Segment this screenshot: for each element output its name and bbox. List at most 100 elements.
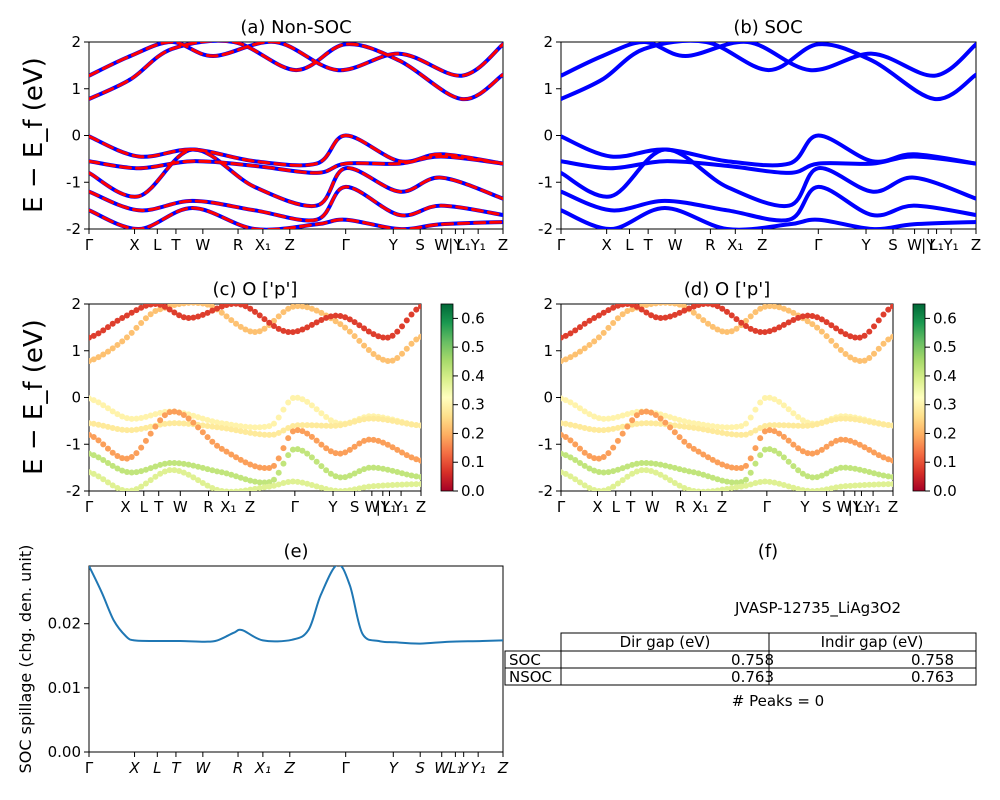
band-point bbox=[95, 421, 102, 428]
band-point bbox=[709, 488, 716, 491]
band-point bbox=[614, 480, 621, 487]
band-point bbox=[204, 417, 211, 424]
band-point bbox=[856, 358, 863, 365]
band-point bbox=[214, 468, 221, 475]
band-point bbox=[100, 476, 107, 483]
band-point bbox=[581, 449, 588, 456]
x-tick-label: L bbox=[612, 498, 621, 516]
band-point bbox=[705, 422, 712, 429]
band-point bbox=[572, 327, 579, 334]
band-point bbox=[204, 482, 211, 489]
band-point bbox=[95, 354, 102, 361]
band-point bbox=[361, 416, 368, 423]
band-point bbox=[776, 324, 783, 331]
band-point bbox=[733, 325, 740, 332]
band-point bbox=[572, 351, 579, 358]
band-point bbox=[610, 304, 617, 311]
band-point bbox=[403, 420, 410, 427]
band-point bbox=[323, 314, 330, 321]
band-point bbox=[332, 450, 339, 457]
band-line bbox=[89, 42, 503, 78]
band-point bbox=[157, 304, 164, 308]
x-tick-label: T bbox=[153, 498, 164, 516]
band-point bbox=[270, 482, 277, 489]
band-point bbox=[223, 313, 230, 320]
band-point bbox=[313, 307, 320, 314]
band-point bbox=[662, 474, 669, 481]
band-point bbox=[648, 409, 655, 416]
band-point bbox=[761, 478, 768, 485]
band-point bbox=[643, 467, 650, 474]
band-point bbox=[261, 423, 268, 430]
band-point bbox=[299, 304, 306, 310]
band-point bbox=[185, 461, 192, 468]
band-point bbox=[128, 309, 135, 316]
x-tick-label: X bbox=[602, 236, 612, 254]
band-point bbox=[733, 431, 740, 438]
band-point bbox=[280, 460, 287, 467]
band-point bbox=[166, 420, 173, 427]
band-point bbox=[662, 419, 669, 426]
band-point bbox=[624, 411, 631, 418]
band-point bbox=[190, 419, 197, 426]
band-point bbox=[128, 329, 135, 336]
band-point bbox=[119, 486, 126, 491]
band-point bbox=[742, 482, 749, 489]
band-point bbox=[161, 412, 168, 419]
band-point bbox=[95, 330, 102, 337]
band-point bbox=[595, 312, 602, 319]
band-point bbox=[114, 341, 121, 348]
x-tick-label: Y₁ bbox=[392, 498, 408, 516]
band-point bbox=[342, 449, 349, 456]
band-point bbox=[823, 418, 830, 425]
panel-b-title: (b) SOC bbox=[733, 17, 802, 38]
band-point bbox=[629, 409, 636, 416]
band-point bbox=[375, 437, 382, 444]
band-point bbox=[676, 423, 683, 430]
band-point bbox=[318, 410, 325, 417]
band-point bbox=[705, 473, 712, 480]
band-line bbox=[561, 205, 976, 229]
band-point bbox=[761, 428, 768, 435]
band-point bbox=[890, 473, 893, 480]
band-point bbox=[591, 413, 598, 420]
band-point bbox=[370, 483, 377, 490]
band-point bbox=[581, 462, 588, 469]
band-point bbox=[686, 424, 693, 431]
x-tick-label: Y bbox=[459, 759, 470, 777]
band-point bbox=[133, 307, 140, 314]
band-point bbox=[567, 454, 574, 461]
band-point bbox=[223, 448, 230, 455]
band-point bbox=[100, 351, 107, 358]
band-point bbox=[323, 467, 330, 474]
band-point bbox=[600, 329, 607, 336]
band-point bbox=[247, 305, 254, 312]
x-tick-label: W bbox=[173, 498, 188, 516]
band-point bbox=[728, 328, 735, 335]
band-point bbox=[90, 452, 97, 459]
band-point bbox=[157, 461, 164, 468]
band-point bbox=[690, 445, 697, 452]
spillage-series bbox=[89, 566, 503, 645]
band-point bbox=[308, 422, 315, 429]
band-point bbox=[199, 415, 206, 422]
band-point bbox=[403, 452, 410, 459]
band-point bbox=[871, 481, 878, 488]
band-point bbox=[676, 466, 683, 473]
colorbar-tick-label: 0.1 bbox=[461, 453, 485, 471]
band-point bbox=[752, 480, 759, 487]
band-point bbox=[591, 486, 598, 491]
band-point bbox=[629, 306, 636, 313]
band-point bbox=[228, 488, 235, 491]
band-point bbox=[861, 357, 868, 364]
band-point bbox=[771, 304, 778, 310]
band-point bbox=[361, 325, 368, 332]
x-tick-label: W bbox=[195, 759, 211, 777]
band-point bbox=[247, 477, 254, 484]
ylabel-spillage: SOC spillage (chg. den. unit) bbox=[16, 545, 35, 774]
band-point bbox=[289, 478, 296, 485]
band-point bbox=[837, 483, 844, 490]
band-point bbox=[667, 477, 674, 484]
band-point bbox=[629, 461, 636, 468]
band-point bbox=[657, 471, 664, 478]
